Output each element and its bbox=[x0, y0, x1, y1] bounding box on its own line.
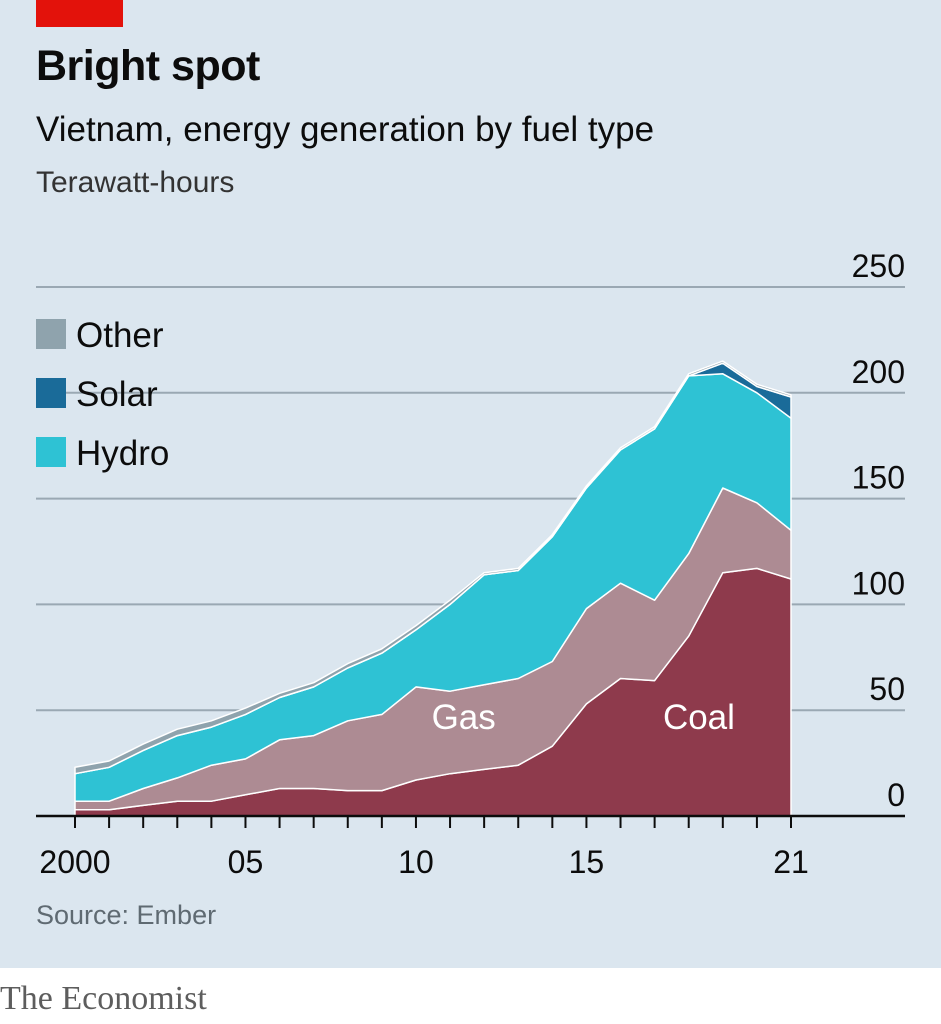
area-label-coal: Coal bbox=[663, 698, 735, 737]
y-tick-label-100: 100 bbox=[852, 565, 905, 601]
x-tick-label-2010: 10 bbox=[398, 844, 434, 880]
brand-wordmark: The Economist bbox=[0, 980, 207, 1017]
y-tick-label-0: 0 bbox=[887, 777, 905, 813]
chart-subtitle: Vietnam, energy generation by fuel type bbox=[36, 110, 655, 149]
chart-title: Bright spot bbox=[36, 42, 260, 90]
legend-label-solar: Solar bbox=[76, 375, 158, 414]
chart-units: Terawatt-hours bbox=[36, 166, 235, 199]
y-tick-label-150: 150 bbox=[852, 460, 905, 496]
source-note: Source: Ember bbox=[36, 900, 217, 930]
area-other bbox=[74, 360, 792, 775]
legend-swatch-other bbox=[36, 319, 66, 349]
x-tick-label-2000: 2000 bbox=[39, 844, 110, 880]
legend-swatch-hydro bbox=[36, 437, 66, 467]
brand-red-tag bbox=[36, 0, 123, 27]
legend-label-other: Other bbox=[76, 316, 164, 355]
legend-swatch-solar bbox=[36, 378, 66, 408]
x-tick-label-2021: 21 bbox=[773, 844, 809, 880]
x-tick-label-2005: 05 bbox=[228, 844, 264, 880]
y-tick-label-250: 250 bbox=[852, 248, 905, 284]
area-label-gas: Gas bbox=[432, 698, 496, 737]
chart-svg: 0 50 100 150 200 250 2000 05 10 15 21 Other Solar Hyd… bbox=[36, 248, 905, 880]
x-tick-label-2015: 15 bbox=[569, 844, 605, 880]
y-tick-label-50: 50 bbox=[869, 671, 905, 707]
y-tick-label-200: 200 bbox=[852, 354, 905, 390]
legend-label-hydro: Hydro bbox=[76, 434, 169, 473]
